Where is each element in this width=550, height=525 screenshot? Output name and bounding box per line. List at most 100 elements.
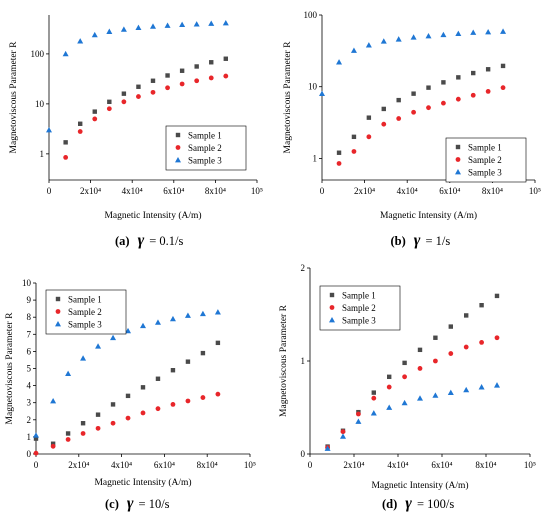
data-point: [136, 94, 141, 99]
y-axis-label: Magnetoviscous Parameter R: [279, 304, 289, 417]
series-1: [33, 340, 221, 446]
data-point: [441, 100, 446, 106]
y-tick-label: 6: [27, 346, 32, 356]
x-tick-label: 8x10⁴: [197, 460, 218, 470]
data-point: [80, 355, 87, 361]
data-point: [448, 351, 454, 356]
data-point: [164, 22, 171, 28]
data-point: [110, 420, 116, 426]
data-point: [470, 92, 476, 98]
data-point: [95, 425, 101, 431]
legend-marker: [329, 292, 335, 298]
data-point: [50, 443, 56, 449]
data-point: [65, 431, 71, 436]
data-point: [456, 75, 461, 80]
data-point: [381, 106, 386, 112]
data-point: [184, 312, 191, 318]
data-point: [340, 433, 346, 439]
data-point: [136, 84, 141, 89]
data-point: [194, 64, 199, 69]
data-point: [155, 376, 161, 381]
legend-marker: [55, 296, 61, 302]
legend-marker: [175, 132, 181, 138]
legend-label: Sample 2: [342, 303, 376, 313]
x-tick-label: 10⁵: [529, 186, 541, 196]
x-axis-label: Magnetic Intensity (A/m): [104, 210, 201, 221]
data-point: [215, 340, 221, 346]
series-3: [33, 309, 221, 438]
x-tick-label: 2x10⁴: [80, 186, 101, 196]
data-point: [125, 415, 131, 421]
data-point: [121, 91, 127, 96]
y-tick-label: 8: [27, 312, 32, 322]
data-point: [140, 385, 146, 390]
y-tick-label: 2: [27, 415, 32, 425]
data-point: [169, 315, 176, 322]
data-point: [170, 402, 176, 407]
data-point: [426, 85, 431, 90]
data-point: [95, 343, 102, 349]
data-point: [386, 384, 392, 390]
data-point: [485, 67, 491, 72]
data-point: [223, 73, 229, 79]
data-point: [215, 391, 221, 397]
data-point: [441, 80, 446, 85]
series-3: [324, 382, 500, 451]
data-point: [351, 134, 357, 140]
data-point: [209, 60, 214, 65]
x-tick-label: 2x10⁴: [343, 460, 364, 470]
data-point: [62, 50, 69, 57]
legend-label: Sample 3: [68, 320, 102, 330]
series-2: [63, 73, 229, 160]
legend: Sample 1 Sample 2 Sample 3: [319, 285, 401, 331]
chart-panel-2: 0 2x10⁴ 4x10⁴ 6x10⁴ 8x10⁴ 10⁵ 1 10 100 Magnetovis…: [283, 10, 541, 249]
series-2: [336, 85, 506, 166]
legend-label: Sample 1: [468, 143, 502, 153]
data-point: [46, 127, 52, 133]
legend-label: Sample 1: [342, 291, 376, 301]
data-point: [222, 20, 229, 26]
data-point: [417, 366, 423, 371]
data-point: [396, 116, 402, 121]
data-point: [120, 26, 127, 32]
legend-marker: [175, 157, 181, 163]
data-point: [106, 28, 113, 34]
legend-marker: [455, 157, 461, 162]
x-tick-label: 6x10⁴: [163, 186, 184, 196]
legend-label: Sample 2: [188, 143, 222, 153]
data-point: [464, 313, 469, 318]
y-tick-label: 10: [308, 82, 318, 92]
data-point: [77, 38, 84, 44]
data-point: [471, 70, 476, 76]
data-point: [125, 327, 132, 334]
x-tick-label: 4x10⁴: [397, 186, 418, 196]
data-point: [370, 410, 377, 416]
x-tick-label: 4x10⁴: [122, 186, 143, 196]
data-point: [426, 105, 431, 111]
data-point: [80, 421, 86, 426]
y-axis-label: Magnetoviscous Parameter R: [5, 312, 15, 425]
data-point: [448, 324, 453, 329]
data-point: [380, 38, 387, 44]
panel-caption: (b) γ = 1/s: [391, 232, 451, 249]
legend-label: Sample 3: [342, 316, 376, 326]
data-point: [50, 397, 57, 404]
data-point: [179, 68, 185, 73]
data-point: [91, 31, 98, 38]
y-tick-label: 1: [40, 149, 45, 159]
y-tick-label: 5: [27, 364, 32, 374]
data-point: [371, 395, 377, 401]
data-point: [396, 97, 401, 103]
data-point: [50, 441, 56, 446]
data-point: [336, 161, 342, 166]
data-point: [432, 392, 439, 398]
data-point: [479, 340, 484, 345]
x-axis-label: Magnetic Intensity (A/m): [380, 210, 477, 221]
legend: Sample 1 Sample 2 Sample 3: [165, 125, 247, 171]
x-tick-label: 6x10⁴: [431, 460, 452, 470]
x-tick-label: 8x10⁴: [205, 186, 226, 196]
y-tick-label: 3: [27, 398, 32, 408]
x-tick-label: 0: [320, 186, 325, 196]
data-point: [140, 410, 146, 416]
